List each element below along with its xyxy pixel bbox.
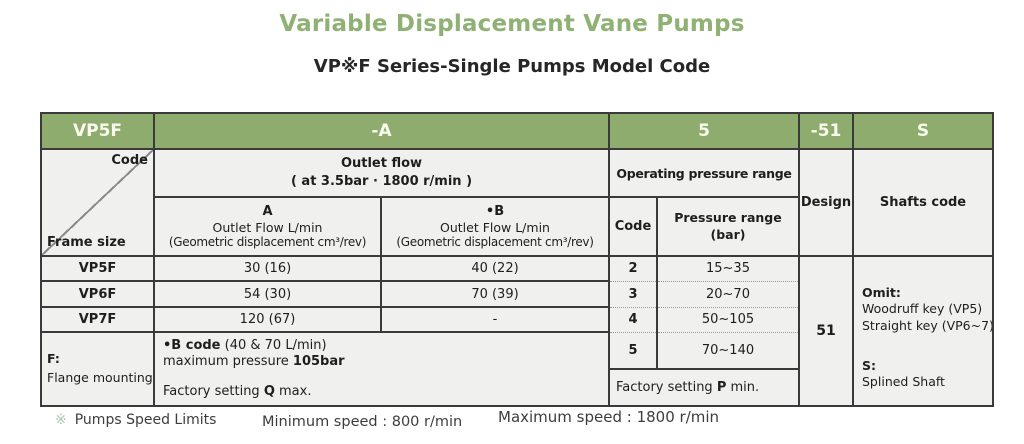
corner-code-label: Code bbox=[111, 153, 148, 168]
b-note-line3-bold: Q bbox=[263, 383, 275, 399]
flow-b-vp5f: 40 (22) bbox=[380, 255, 610, 282]
b-note-line1: •B code (40 & 70 L/min) bbox=[163, 338, 607, 354]
flange-note-label: F: bbox=[47, 351, 60, 367]
sub-header-row: A Outlet Flow L/min (Geometric displacem… bbox=[41, 196, 993, 257]
pumps-speed-limits-note: ※ Pumps Speed Limits bbox=[55, 412, 216, 428]
factory-setting-note: Factory setting P min. bbox=[608, 368, 800, 407]
shaft-codes-note: Omit: Woodruff key (VP5) Straight key (V… bbox=[852, 255, 994, 407]
outlet-flow-title: Outlet flow bbox=[340, 156, 423, 172]
shaft-omit-line2: Straight key (VP6~7) bbox=[862, 317, 993, 333]
model-code-table-wrapper: VP5F -A 5 -51 S Code Frame size Outlet f… bbox=[40, 112, 994, 407]
shaft-s-label: S: bbox=[862, 357, 877, 373]
factory-post: min. bbox=[726, 380, 760, 395]
design-header: Design bbox=[798, 148, 854, 257]
speed-limits-label: Pumps Speed Limits bbox=[74, 412, 217, 428]
model-code-flow-cell: -A bbox=[153, 112, 610, 150]
column-b-header: •B Outlet Flow L/min (Geometric displace… bbox=[380, 196, 610, 257]
page-title: Variable Displacement Vane Pumps bbox=[279, 11, 745, 37]
b-note-line3: Factory setting Q max. bbox=[163, 383, 607, 400]
b-note-line2: maximum pressure 105bar bbox=[163, 354, 607, 370]
model-code-table: VP5F -A 5 -51 S Code Frame size Outlet f… bbox=[40, 112, 994, 407]
flow-a-vp7f: 120 (67) bbox=[153, 306, 382, 333]
pressure-code-5: 5 bbox=[608, 331, 658, 370]
b-note-title-rest: (40 & 70 L/min) bbox=[220, 338, 327, 353]
column-a-displacement-label: (Geometric displacement cm³/rev) bbox=[168, 235, 367, 250]
model-code-frame-cell: VP5F bbox=[40, 112, 155, 150]
corner-frame-label: Frame size bbox=[47, 235, 126, 250]
shaft-s-line: Splined Shaft bbox=[862, 374, 945, 389]
shaft-s-block: S: Splined Shaft bbox=[862, 357, 991, 391]
column-b-displacement-label: (Geometric displacement cm³/rev) bbox=[396, 235, 594, 250]
outlet-flow-condition: ( at 3.5bar · 1800 r/min ) bbox=[290, 174, 473, 189]
shaft-omit-line1: Woodruff key (VP5) bbox=[862, 301, 983, 317]
column-b-flow-label: Outlet Flow L/min bbox=[440, 219, 550, 235]
table-row-notes-top: F: Flange mounting •B code (40 & 70 L/mi… bbox=[40, 331, 993, 407]
b-note-line2-bold: 105bar bbox=[292, 354, 345, 370]
flange-note-text: Flange mounting bbox=[47, 370, 153, 385]
operating-pressure-header: Operating pressure range bbox=[608, 148, 800, 198]
frame-label-vp7f: VP7F bbox=[40, 306, 155, 333]
pressure-range-2: 15~35 bbox=[656, 255, 800, 282]
pressure-range-5: 70~140 bbox=[656, 331, 800, 370]
flow-a-vp6f: 54 (30) bbox=[153, 280, 382, 308]
b-code-note: •B code (40 & 70 L/min) maximum pressure… bbox=[153, 331, 610, 407]
minimum-speed-note: Minimum speed : 800 r/min bbox=[262, 414, 463, 430]
table-row-factory-setting: Factory setting P min. bbox=[41, 368, 993, 407]
shafts-code-header: Shafts code bbox=[852, 148, 994, 257]
pressure-code-header: Code bbox=[608, 196, 658, 257]
model-code-design-cell: -51 bbox=[798, 112, 854, 150]
model-code-pressure-cell: 5 bbox=[608, 112, 800, 150]
model-code-shaft-cell: S bbox=[852, 112, 994, 150]
factory-bold: P bbox=[716, 380, 727, 395]
outlet-flow-header: Outlet flow ( at 3.5bar · 1800 r/min ) bbox=[153, 148, 610, 198]
design-value: 51 bbox=[798, 255, 854, 407]
shaft-omit-label: Omit: bbox=[862, 285, 901, 300]
model-code-header-row: VP5F -A 5 -51 S bbox=[40, 112, 994, 150]
corner-cell: Code Frame size bbox=[40, 148, 155, 257]
pressure-code-4: 4 bbox=[608, 306, 658, 333]
flange-mounting-note: F: Flange mounting bbox=[40, 331, 155, 407]
flow-a-vp5f: 30 (16) bbox=[153, 255, 382, 282]
column-a-header: A Outlet Flow L/min (Geometric displacem… bbox=[153, 196, 382, 257]
table-row-vp6f: VP6F 54 (30) 70 (39) 3 20~70 bbox=[40, 280, 993, 308]
pressure-range-header-line1: Pressure range bbox=[674, 210, 782, 226]
column-a-code: A bbox=[262, 203, 273, 219]
column-a-flow-label: Outlet Flow L/min bbox=[212, 219, 323, 235]
b-note-line2-pre: maximum pressure bbox=[163, 354, 293, 370]
frame-label-vp5f: VP5F bbox=[40, 255, 155, 282]
b-note-line3-pre: Factory setting bbox=[163, 383, 264, 399]
pressure-range-3: 20~70 bbox=[656, 280, 800, 308]
pressure-range-header-line2: (bar) bbox=[710, 226, 746, 242]
column-b-code: •B bbox=[485, 203, 505, 219]
flow-b-vp7f: - bbox=[380, 306, 610, 333]
section-header-row: Code Frame size Outlet flow ( at 3.5bar … bbox=[40, 148, 994, 257]
table-row-vp7f: VP7F 120 (67) - 4 50~105 bbox=[40, 306, 993, 333]
frame-label-vp6f: VP6F bbox=[40, 280, 155, 308]
flow-b-vp6f: 70 (39) bbox=[380, 280, 610, 308]
pressure-code-3: 3 bbox=[608, 280, 658, 308]
pressure-code-2: 2 bbox=[608, 255, 658, 282]
pressure-range-4: 50~105 bbox=[656, 306, 800, 333]
b-note-title: •B code bbox=[163, 338, 221, 353]
page-subtitle: VP※F Series-Single Pumps Model Code bbox=[313, 56, 711, 77]
table-row-vp5f: VP5F 30 (16) 40 (22) 2 15~35 51 Omit: Wo… bbox=[40, 255, 994, 407]
maximum-speed-note: Maximum speed : 1800 r/min bbox=[498, 408, 720, 426]
reference-mark: ※ bbox=[55, 412, 67, 428]
pressure-range-header: Pressure range (bar) bbox=[656, 196, 800, 257]
b-note-line3-post: max. bbox=[274, 383, 312, 399]
factory-pre: Factory setting bbox=[616, 380, 717, 395]
